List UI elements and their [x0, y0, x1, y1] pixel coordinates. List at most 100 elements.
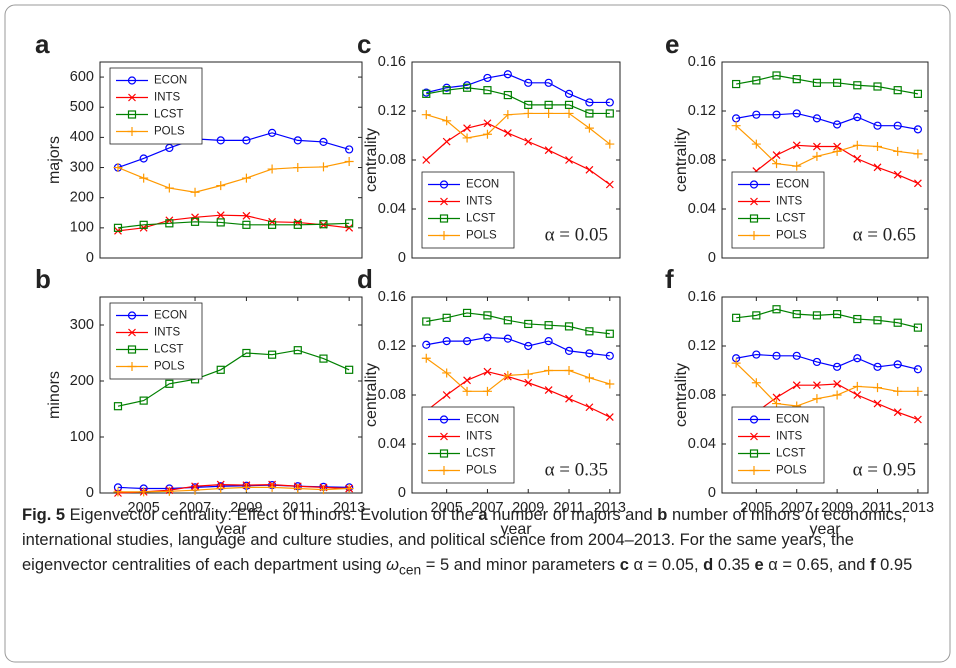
marker [319, 137, 328, 147]
series-line [117, 132, 350, 169]
caption-ref: f [870, 556, 876, 574]
legend-label: POLS [776, 465, 807, 477]
marker [293, 220, 302, 229]
marker [772, 393, 781, 402]
y-tick-label: 100 [70, 220, 94, 236]
legend-marker [439, 415, 449, 424]
marker [345, 223, 354, 232]
caption-label: Fig. 5 [22, 506, 66, 524]
marker [216, 211, 225, 220]
marker [524, 78, 533, 87]
marker [421, 353, 431, 363]
y-tick-label: 0.08 [378, 387, 406, 403]
marker [241, 173, 251, 183]
legend-label: POLS [154, 126, 185, 138]
legend-marker [439, 180, 449, 189]
marker [873, 163, 882, 172]
marker [605, 351, 614, 360]
marker [752, 311, 761, 320]
marker [731, 121, 741, 131]
marker [524, 378, 533, 387]
marker [585, 349, 594, 358]
marker [752, 76, 761, 85]
marker [483, 86, 492, 95]
marker [893, 146, 903, 156]
caption-text: 0.95 [875, 556, 913, 574]
marker [544, 337, 553, 346]
marker [242, 136, 251, 145]
marker [913, 415, 922, 424]
marker [462, 386, 472, 396]
marker [792, 381, 801, 390]
x-tick-label: 2005 [740, 500, 772, 516]
marker [812, 114, 822, 123]
marker [190, 187, 200, 197]
caption-text: α = 0.05, [628, 556, 704, 574]
x-tick-label: 2009 [821, 500, 853, 516]
marker [503, 370, 513, 380]
x-tick-label: 2011 [282, 500, 313, 516]
legend-label: POLS [776, 230, 807, 242]
marker [523, 369, 533, 379]
annotation: α = 0.35 [545, 459, 608, 480]
panel-label: e [665, 29, 679, 59]
marker [267, 482, 277, 492]
marker [503, 129, 512, 137]
legend-marker [439, 466, 449, 475]
x-tick-label: 2009 [512, 500, 544, 516]
legend-label: LCST [776, 448, 805, 460]
marker [913, 89, 923, 98]
series-line [735, 125, 918, 167]
caption-ref: a [478, 506, 488, 524]
marker [503, 334, 512, 343]
marker [585, 98, 594, 107]
annotation: α = 0.65 [853, 224, 916, 245]
marker [772, 151, 781, 160]
marker [267, 128, 277, 137]
marker [792, 161, 802, 171]
marker [832, 146, 842, 156]
marker [833, 380, 842, 388]
marker [462, 133, 472, 143]
marker [503, 110, 513, 120]
legend-label: ECON [466, 179, 499, 191]
marker [191, 213, 199, 222]
legend-label: ECON [154, 310, 187, 322]
marker [751, 139, 761, 149]
legend-label: INTS [466, 431, 493, 443]
y-tick-label: 0 [86, 250, 94, 266]
marker [584, 123, 594, 133]
marker [565, 394, 573, 403]
marker [893, 408, 902, 417]
caption-ref: c [619, 556, 629, 574]
marker [483, 119, 492, 128]
caption-text: = 5 and minor parameters [421, 556, 620, 574]
marker [812, 311, 822, 320]
marker [605, 109, 614, 118]
marker [267, 220, 277, 229]
marker [344, 484, 354, 494]
legend-label: POLS [154, 361, 185, 373]
y-axis-label: centrality [673, 363, 690, 427]
x-tick-label: 2011 [862, 500, 893, 516]
marker [463, 124, 471, 133]
legend-marker [749, 231, 759, 240]
legend-label: INTS [776, 196, 803, 208]
y-tick-label: 0.16 [688, 54, 716, 70]
x-tick-label: 2005 [128, 500, 160, 516]
x-tick-label: 2011 [553, 500, 584, 516]
legend-marker [749, 415, 759, 424]
marker [852, 140, 862, 150]
marker [482, 386, 492, 396]
marker [483, 333, 492, 342]
series-line [117, 349, 350, 407]
marker [752, 350, 761, 359]
panel-label: f [665, 264, 674, 294]
marker [893, 318, 902, 327]
marker [242, 348, 251, 358]
marker [752, 110, 761, 119]
marker [913, 149, 923, 159]
legend-marker [440, 432, 448, 441]
marker [853, 391, 862, 399]
y-tick-label: 0.04 [378, 201, 406, 217]
